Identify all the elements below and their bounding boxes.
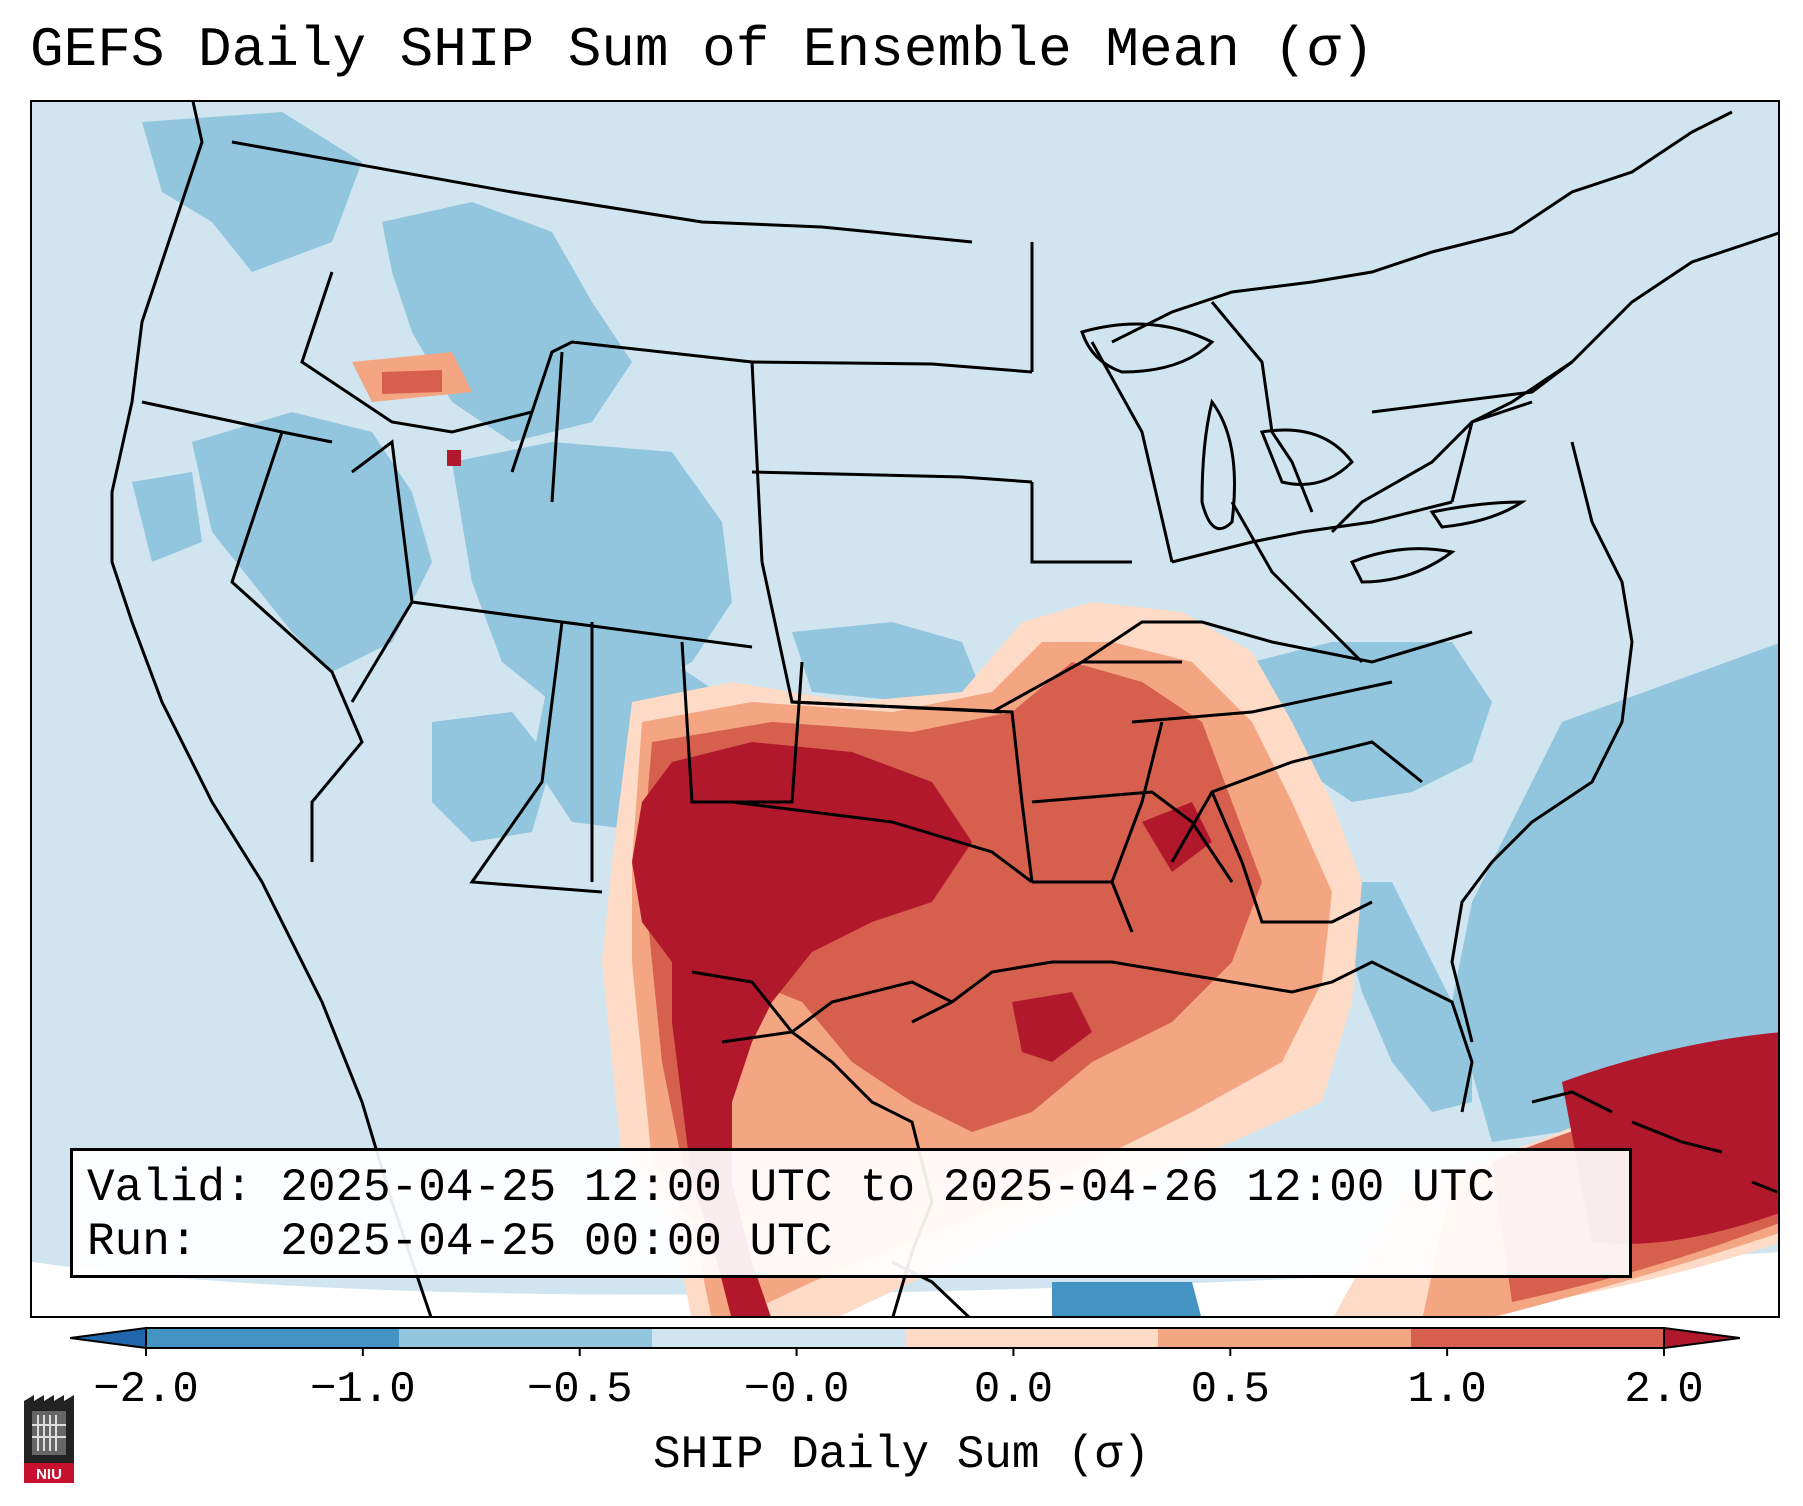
utah-spot (447, 450, 461, 466)
anomaly-core-gulf (1012, 992, 1092, 1062)
colorbar (69, 1318, 1741, 1358)
colorbar-tick-label: −2.0 (93, 1365, 199, 1415)
colorbar-tick-label: −1.0 (310, 1365, 416, 1415)
colorbar-tick-label: 1.0 (1407, 1365, 1487, 1415)
colorbar-tick-label: 0.0 (973, 1365, 1054, 1415)
colorbar-segment (1411, 1328, 1665, 1348)
colorbar-extend-min (69, 1326, 147, 1350)
colorbar-segment (1158, 1328, 1412, 1348)
colorbar-tick-label: −0.5 (526, 1365, 633, 1415)
great-lakes (1080, 322, 1527, 584)
outside-domain-bottom (32, 1252, 1778, 1316)
map-canvas (32, 102, 1778, 1316)
map-panel: Valid: 2025-04-25 12:00 UTC to 2025-04-2… (30, 100, 1780, 1318)
logo-text: NIU (36, 1466, 62, 1483)
colorbar-tick-label: 2.0 (1624, 1365, 1704, 1415)
colorbar-tick-label: 0.5 (1190, 1365, 1270, 1415)
colorbar-segment (905, 1328, 1159, 1348)
state-borders (110, 102, 1778, 1316)
run-time-text: Run: 2025-04-25 00:00 UTC (87, 1216, 833, 1268)
colorbar-tick-label: −0.0 (743, 1365, 850, 1415)
colorbar-segment (146, 1328, 400, 1348)
colorbar-segment (399, 1328, 653, 1348)
valid-run-info-box: Valid: 2025-04-25 12:00 UTC to 2025-04-2… (70, 1148, 1632, 1278)
anomaly-core-tn (1142, 802, 1212, 872)
colorbar-segment (652, 1328, 906, 1348)
university-seal-icon: NIU (20, 1393, 78, 1485)
colorbar-outline (145, 1327, 1665, 1349)
atlantic-blue-region (1452, 643, 1778, 1142)
valid-time-text: Valid: 2025-04-25 12:00 UTC to 2025-04-2… (87, 1162, 1495, 1214)
colorbar-svg (69, 1326, 1741, 1356)
chart-title: GEFS Daily SHIP Sum of Ensemble Mean (σ) (30, 18, 1375, 82)
caribbean-islands (1531, 1090, 1778, 1194)
colorbar-label: SHIP Daily Sum (σ) (653, 1429, 1150, 1481)
colorbar-extend-max (1663, 1326, 1741, 1350)
